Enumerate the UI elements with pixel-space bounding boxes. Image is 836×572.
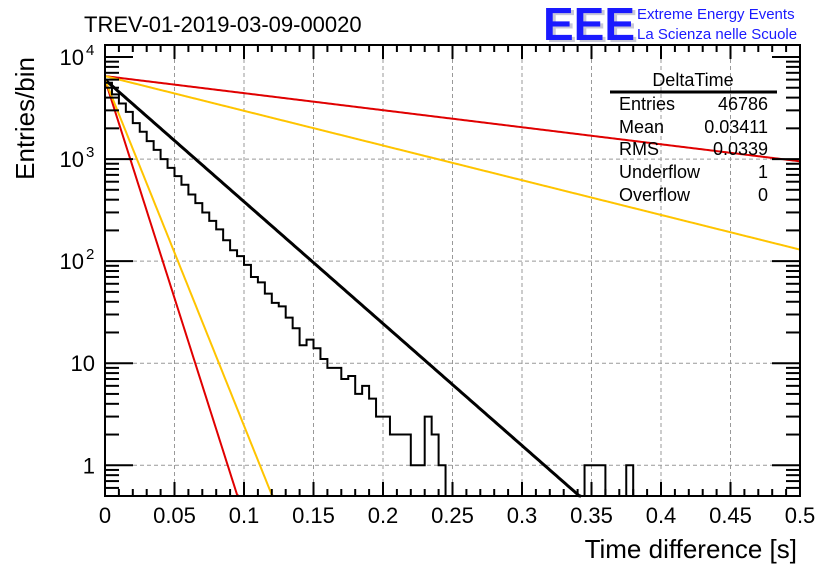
histogram-bin <box>598 465 605 496</box>
x-tick-label: 0.4 <box>646 503 677 528</box>
histogram-bin <box>230 250 237 496</box>
x-tick-label: 0.35 <box>570 503 613 528</box>
y-tick-label: 10 <box>60 147 84 172</box>
logo-mark: EEE <box>543 0 635 50</box>
stats-label-overflow: Overflow <box>619 185 691 205</box>
histogram-bin <box>237 256 244 496</box>
histogram-bin <box>334 368 341 496</box>
y-tick-label: 10 <box>60 45 84 70</box>
histogram-bin <box>140 132 147 496</box>
logo-line1: Extreme Energy Events <box>637 6 795 23</box>
stats-label-underflow: Underflow <box>619 162 701 182</box>
stats-value-mean: 0.03411 <box>704 117 768 137</box>
histogram-bin <box>251 277 258 496</box>
curve-fit-upper-shallow <box>104 75 801 163</box>
curve-fit-lower-steep <box>104 79 275 497</box>
axes: 0 0.05 0.1 0.15 0.2 0.25 0.3 0.35 0.4 0.45 0.51101… <box>60 42 816 528</box>
stats-value-entries: 46786 <box>718 94 768 114</box>
x-tick-label: 0.1 <box>229 503 260 528</box>
histogram-bin <box>592 465 599 496</box>
x-axis-title: Time difference [s] <box>585 534 797 564</box>
histogram-outline <box>105 81 800 497</box>
x-tick-label: 0.3 <box>507 503 538 528</box>
histogram-bin <box>314 348 321 496</box>
x-tick-label: 0.05 <box>153 503 196 528</box>
grid <box>105 45 800 496</box>
histogram-bin <box>439 465 446 496</box>
histogram-bin <box>126 112 133 496</box>
y-tick-label: 10 <box>60 249 84 274</box>
stats-label-rms: RMS <box>619 139 659 159</box>
stats-title: DeltaTime <box>652 70 733 90</box>
histogram-bin <box>293 328 300 496</box>
histogram-bin <box>425 417 432 496</box>
histogram-bin <box>195 203 202 496</box>
stats-label-entries: Entries <box>619 94 675 114</box>
y-axis-title: Entries/bin <box>10 57 40 180</box>
y-tick-exponent: 4 <box>86 42 94 59</box>
histogram-layer <box>105 81 800 497</box>
histogram-bin <box>626 465 633 496</box>
histogram-bin <box>362 386 369 496</box>
histogram-bin <box>348 376 355 496</box>
histogram-bin <box>376 417 383 496</box>
histogram-bin <box>223 240 230 496</box>
histogram-bin <box>119 104 126 496</box>
histogram-bin <box>279 306 286 496</box>
histogram-bin <box>168 168 175 496</box>
histogram-bin <box>112 94 119 496</box>
curve-fit <box>104 78 582 498</box>
stats-value-overflow: 0 <box>758 185 768 205</box>
logo-line2: La Scienza nelle Scuole <box>637 26 797 43</box>
x-tick-label: 0.2 <box>368 503 399 528</box>
series-layer <box>104 75 801 498</box>
histogram-bin <box>244 265 251 496</box>
histogram-bin <box>418 465 425 496</box>
histogram-bin <box>369 399 376 496</box>
y-tick-exponent: 3 <box>86 144 94 161</box>
y-tick-label: 10 <box>71 351 95 376</box>
histogram-bin <box>327 368 334 496</box>
histogram-bin <box>175 176 182 496</box>
histogram-bin <box>355 394 362 496</box>
histogram-bin <box>161 159 168 496</box>
x-tick-label: 0.15 <box>292 503 335 528</box>
histogram-bin <box>383 417 390 496</box>
histogram-bin <box>286 318 293 496</box>
curve-fit-upper-steep <box>104 79 240 497</box>
stats-value-rms: 0.0339 <box>713 139 768 159</box>
x-tick-label: 0.45 <box>709 503 752 528</box>
x-tick-label: 0.5 <box>785 503 816 528</box>
histogram-bin <box>272 303 279 496</box>
stats-box: DeltaTime Entries 46786 Mean 0.03411 RMS… <box>610 70 777 205</box>
histogram-bin <box>411 465 418 496</box>
histogram-bin <box>320 359 327 496</box>
histogram-bin <box>585 465 592 496</box>
histogram-bin <box>341 379 348 496</box>
histogram-bin <box>300 345 307 496</box>
stats-value-underflow: 1 <box>758 162 768 182</box>
curve-fit-lower-shallow <box>104 75 801 251</box>
histogram-bin <box>202 212 209 496</box>
y-tick-label: 1 <box>83 453 95 478</box>
x-tick-label: 0.25 <box>431 503 474 528</box>
chart-title: TREV-01-2019-03-09-00020 <box>84 12 362 37</box>
y-tick-exponent: 2 <box>86 246 94 263</box>
histogram-bin <box>209 221 216 496</box>
stats-label-mean: Mean <box>619 117 664 137</box>
logo-mark-shadow: EEE <box>546 0 638 52</box>
eee-logo: EEE EEE Extreme Energy Events La Scienza… <box>543 0 797 52</box>
x-tick-label: 0 <box>99 503 111 528</box>
